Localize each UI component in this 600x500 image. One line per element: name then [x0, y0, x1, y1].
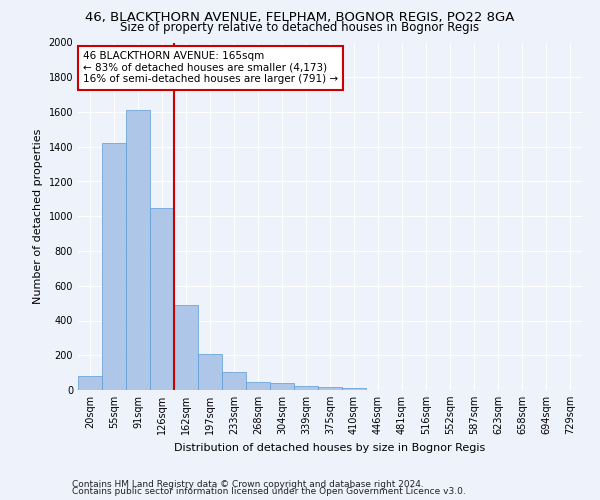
Bar — [150, 208, 174, 390]
Text: Size of property relative to detached houses in Bognor Regis: Size of property relative to detached ho… — [121, 21, 479, 34]
Bar — [174, 305, 198, 390]
Bar — [246, 382, 270, 390]
Bar — [222, 372, 246, 390]
Text: 46 BLACKTHORN AVENUE: 165sqm
← 83% of detached houses are smaller (4,173)
16% of: 46 BLACKTHORN AVENUE: 165sqm ← 83% of de… — [83, 51, 338, 84]
Text: 46, BLACKTHORN AVENUE, FELPHAM, BOGNOR REGIS, PO22 8GA: 46, BLACKTHORN AVENUE, FELPHAM, BOGNOR R… — [85, 11, 515, 24]
Bar — [270, 384, 294, 390]
Bar — [78, 376, 102, 390]
Bar — [318, 387, 342, 390]
Bar — [294, 386, 318, 390]
Bar — [126, 110, 150, 390]
Bar — [342, 388, 366, 390]
X-axis label: Distribution of detached houses by size in Bognor Regis: Distribution of detached houses by size … — [175, 442, 485, 452]
Y-axis label: Number of detached properties: Number of detached properties — [33, 128, 43, 304]
Bar — [102, 144, 126, 390]
Text: Contains public sector information licensed under the Open Government Licence v3: Contains public sector information licen… — [72, 488, 466, 496]
Bar — [198, 354, 222, 390]
Text: Contains HM Land Registry data © Crown copyright and database right 2024.: Contains HM Land Registry data © Crown c… — [72, 480, 424, 489]
